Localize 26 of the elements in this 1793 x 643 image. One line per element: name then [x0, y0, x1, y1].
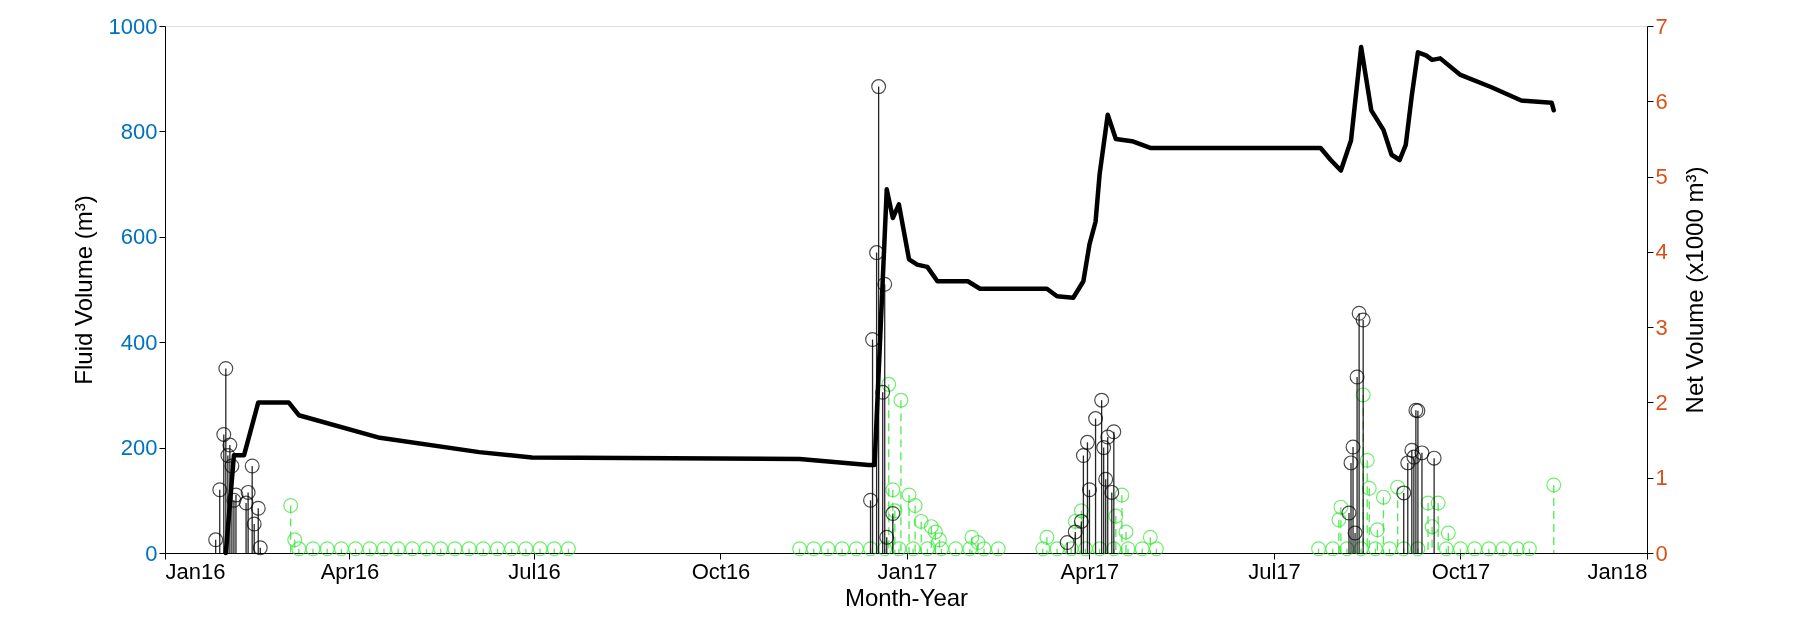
- y-tick-label: 200: [120, 435, 158, 461]
- y2-tick-label: 5: [1655, 164, 1668, 190]
- y-tick-label: 800: [120, 118, 158, 144]
- x-tick-label: Oct17: [1431, 558, 1491, 584]
- x-tick-label: Jan17: [877, 558, 938, 584]
- y-tick-label: 0: [145, 540, 158, 566]
- y-tick-label: 1000: [108, 13, 158, 39]
- y2-tick-label: 2: [1655, 389, 1668, 415]
- x-tick-label: Apr16: [320, 558, 380, 584]
- x-tick-label: Jul17: [1248, 558, 1301, 584]
- y2-tick-label: 6: [1655, 88, 1668, 114]
- y-tick-label: 600: [120, 224, 158, 250]
- x-tick-label: Jan16: [165, 558, 226, 584]
- x-tick-label: Oct16: [691, 558, 751, 584]
- x-axis-title: Month-Year: [844, 583, 969, 611]
- x-tick-label: Jan18: [1587, 558, 1648, 584]
- y-tick-label: 400: [120, 329, 158, 355]
- y2-tick-label: 4: [1655, 239, 1668, 265]
- y2-tick-label: 7: [1655, 13, 1668, 39]
- y2-tick-label: 0: [1655, 540, 1668, 566]
- y2-axis-title: Net Volume (x1000 m³): [1680, 166, 1708, 414]
- x-tick-label: Jul16: [508, 558, 561, 584]
- y2-tick-label: 1: [1655, 465, 1668, 491]
- y2-tick-label: 3: [1655, 314, 1668, 340]
- x-tick-label: Apr17: [1060, 558, 1120, 584]
- y-axis-title: Fluid Volume (m³): [69, 195, 97, 385]
